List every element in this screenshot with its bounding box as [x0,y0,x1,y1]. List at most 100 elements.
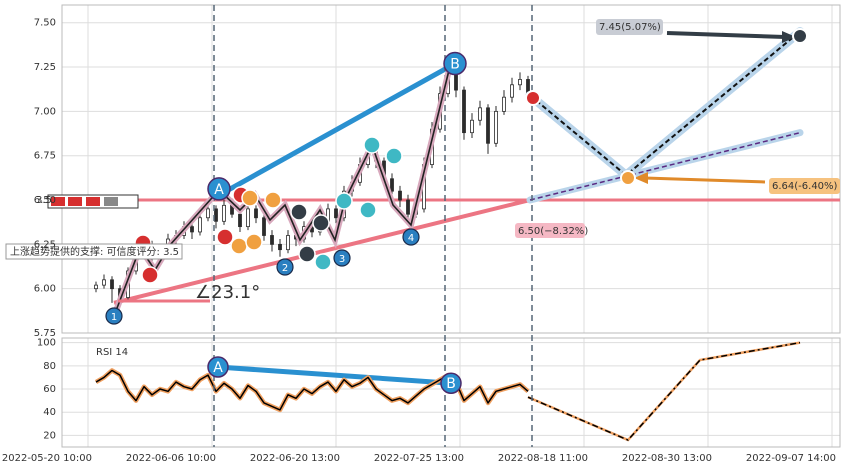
glyph [68,197,82,206]
garbled-label [47,194,139,209]
x-tick-label: 2022-07-25 13:00 [374,453,464,464]
x-tick-label: 2022-06-20 13:00 [250,453,340,464]
candle-body [510,84,514,98]
wave-point [105,307,123,325]
badge [230,237,248,255]
support-level-label: 3.5 [36,195,52,206]
candle-body [286,235,290,251]
target-box [596,19,663,35]
rsi-projection [527,341,801,441]
y-tick-label: 7.00 [34,106,56,117]
wave-point [333,249,351,267]
wave-label: 2 [282,263,288,274]
rsi-title: RSI 14 [96,347,128,358]
candle-body [518,79,522,86]
glyph [86,197,100,206]
y-tick-label: 5.75 [34,328,56,339]
candle-body [214,208,218,222]
rsi-frame [61,337,841,448]
pattern-label: A [213,360,223,376]
x-tick-label: 2022-09-07 14:00 [746,453,836,464]
y-tick-label: 7.25 [34,62,56,73]
y-tick-label: 40 [43,407,56,418]
rsi-glow [94,368,530,413]
wave-label: 1 [111,312,117,323]
x-tick-label: 2022-08-30 13:00 [622,453,712,464]
overlay: 上涨趋势提供的支撑: 可信度评分: 3.5 ∠23.1° 6.50(−8.32%… [5,5,840,447]
candle-body [102,279,106,286]
angle-label: ∠23.1° [195,282,260,303]
support-note: 上涨趋势提供的支撑: 可信度评分: 3.5 [10,245,179,258]
y-tick-label: 100 [37,338,56,349]
candle-body [390,178,394,192]
candle-body [494,110,498,144]
candle-body [486,107,490,144]
x-tick-label: 2022-08-18 11:00 [498,453,588,464]
glyph [51,197,65,206]
badge [298,245,316,263]
projection-line [529,131,801,201]
pattern-point [207,177,231,201]
target-point [792,28,808,44]
y-tick-label: 60 [43,384,56,395]
badge [359,201,377,219]
projection-glow [525,27,805,182]
wave-label: 4 [408,233,414,244]
note-box [5,243,183,260]
candle-body [270,235,274,245]
arrow-head [782,31,796,43]
pattern-point [443,51,467,76]
candle-body [246,208,250,228]
target-low: 6.50(−8.32%) [518,226,588,237]
target-point [525,90,541,106]
candle-body [206,208,210,219]
y-tick-label: 80 [43,361,56,372]
pattern-label: B [450,57,460,73]
x-tick-label: 2022-05-20 10:00 [2,453,92,464]
badge [241,189,259,207]
candle-body [222,204,226,222]
wave-point [402,228,420,246]
badge [290,203,308,221]
rsi-projection-glow [527,341,801,442]
candle-body [478,107,482,121]
badge [245,233,263,251]
glyph [104,197,118,206]
y-tick-label: 6.00 [34,284,56,295]
badge [314,253,332,271]
candle-body [198,217,202,233]
wave-point [276,258,294,276]
y-tick-label: 7.50 [34,18,56,29]
candle-body [406,199,410,215]
x-tick-label: 2022-06-06 10:00 [126,453,216,464]
badge [363,136,381,154]
target-box [769,178,840,194]
candle-body [262,217,266,236]
projection-line [529,30,801,177]
candle-body [398,190,402,201]
badge [385,147,403,165]
target-mid: 6.64(-6.40%) [772,181,838,192]
wave-label: 3 [339,254,345,265]
pattern-label: A [214,182,224,198]
y-tick-label: 6.75 [34,151,56,162]
pattern-point [440,372,462,394]
arrow [666,31,786,39]
y-tick-label: 6.25 [34,239,56,250]
candle-body [238,213,242,228]
pattern-label: B [446,376,456,392]
badge [264,191,282,209]
candle-body [462,89,466,134]
candle-body [110,279,114,290]
support-line [113,198,531,305]
badge [335,192,353,210]
candle-body [254,208,258,219]
arrow [644,176,766,184]
channel-line [221,61,457,196]
main-frame [61,4,841,334]
pattern-point [207,356,229,378]
badge [216,228,234,246]
badge [141,266,159,284]
label-layer: 5.75 6.00 6.25 6.50 6.75 7.00 7.25 7.50 2022-05-… [2,18,836,464]
candle-body [278,243,282,251]
